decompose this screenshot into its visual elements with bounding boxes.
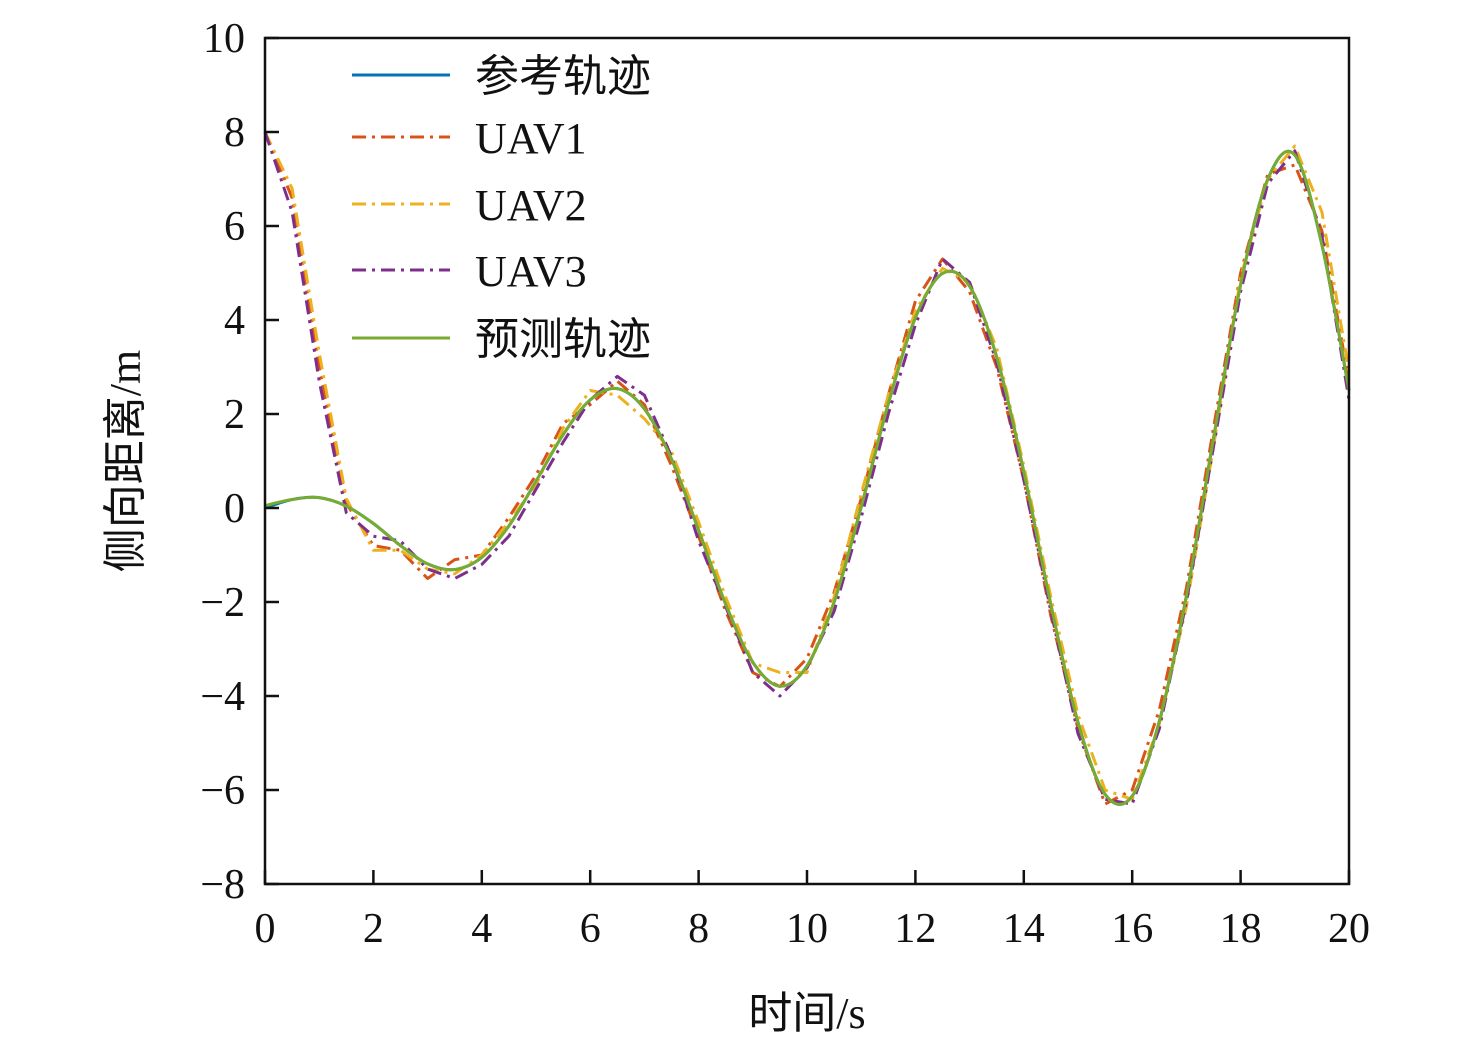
- x-tick-label: 14: [1003, 906, 1045, 952]
- y-tick-label: −4: [200, 674, 245, 720]
- y-tick-label: 4: [224, 298, 245, 344]
- plot-frame: [263, 36, 1351, 886]
- series-line-1: [263, 131, 1351, 806]
- x-tick-label: 10: [786, 906, 828, 952]
- series-layer: [263, 131, 1351, 806]
- legend-label: 参考轨迹: [475, 52, 651, 101]
- series-line-0: [264, 149, 1351, 806]
- y-tick-label: −8: [200, 862, 245, 908]
- series-line-3: [263, 131, 1351, 806]
- legend: 参考轨迹 UAV1 UAV2 UAV3 预测轨迹: [352, 52, 651, 364]
- x-tick-label: 16: [1111, 906, 1153, 952]
- x-axis-label: 时间/s: [748, 989, 865, 1038]
- legend-label: UAV3: [475, 247, 587, 296]
- x-tick-label: 0: [255, 906, 276, 952]
- y-tick-label: −2: [200, 580, 245, 626]
- series-line-4: [264, 149, 1351, 806]
- x-tick-label: 18: [1220, 906, 1262, 952]
- y-tick-label: 0: [224, 486, 245, 532]
- y-axis-label: 侧向距离/m: [101, 350, 150, 572]
- y-tick-label: 2: [224, 392, 245, 438]
- x-tick-label: 6: [580, 906, 601, 952]
- y-tick-label: −6: [200, 768, 245, 814]
- y-tick-label: 8: [224, 110, 245, 156]
- legend-label: UAV2: [475, 181, 587, 230]
- x-tick-label: 12: [894, 906, 936, 952]
- legend-label: 预测轨迹: [475, 315, 651, 364]
- x-tick-label: 4: [471, 906, 492, 952]
- y-tick-label: 6: [224, 204, 245, 250]
- x-tick-label: 20: [1328, 906, 1370, 952]
- y-tick-label: 10: [203, 16, 245, 62]
- x-tick-label: 2: [363, 906, 384, 952]
- x-tick-label: 8: [688, 906, 709, 952]
- series-line-2: [263, 131, 1351, 801]
- legend-label: UAV1: [475, 114, 587, 163]
- axes-layer: 0 2 4 6 8 10 12 14 16 18 20 −8 −6 −4 −2 0 2 4 6 8 10: [200, 16, 1370, 952]
